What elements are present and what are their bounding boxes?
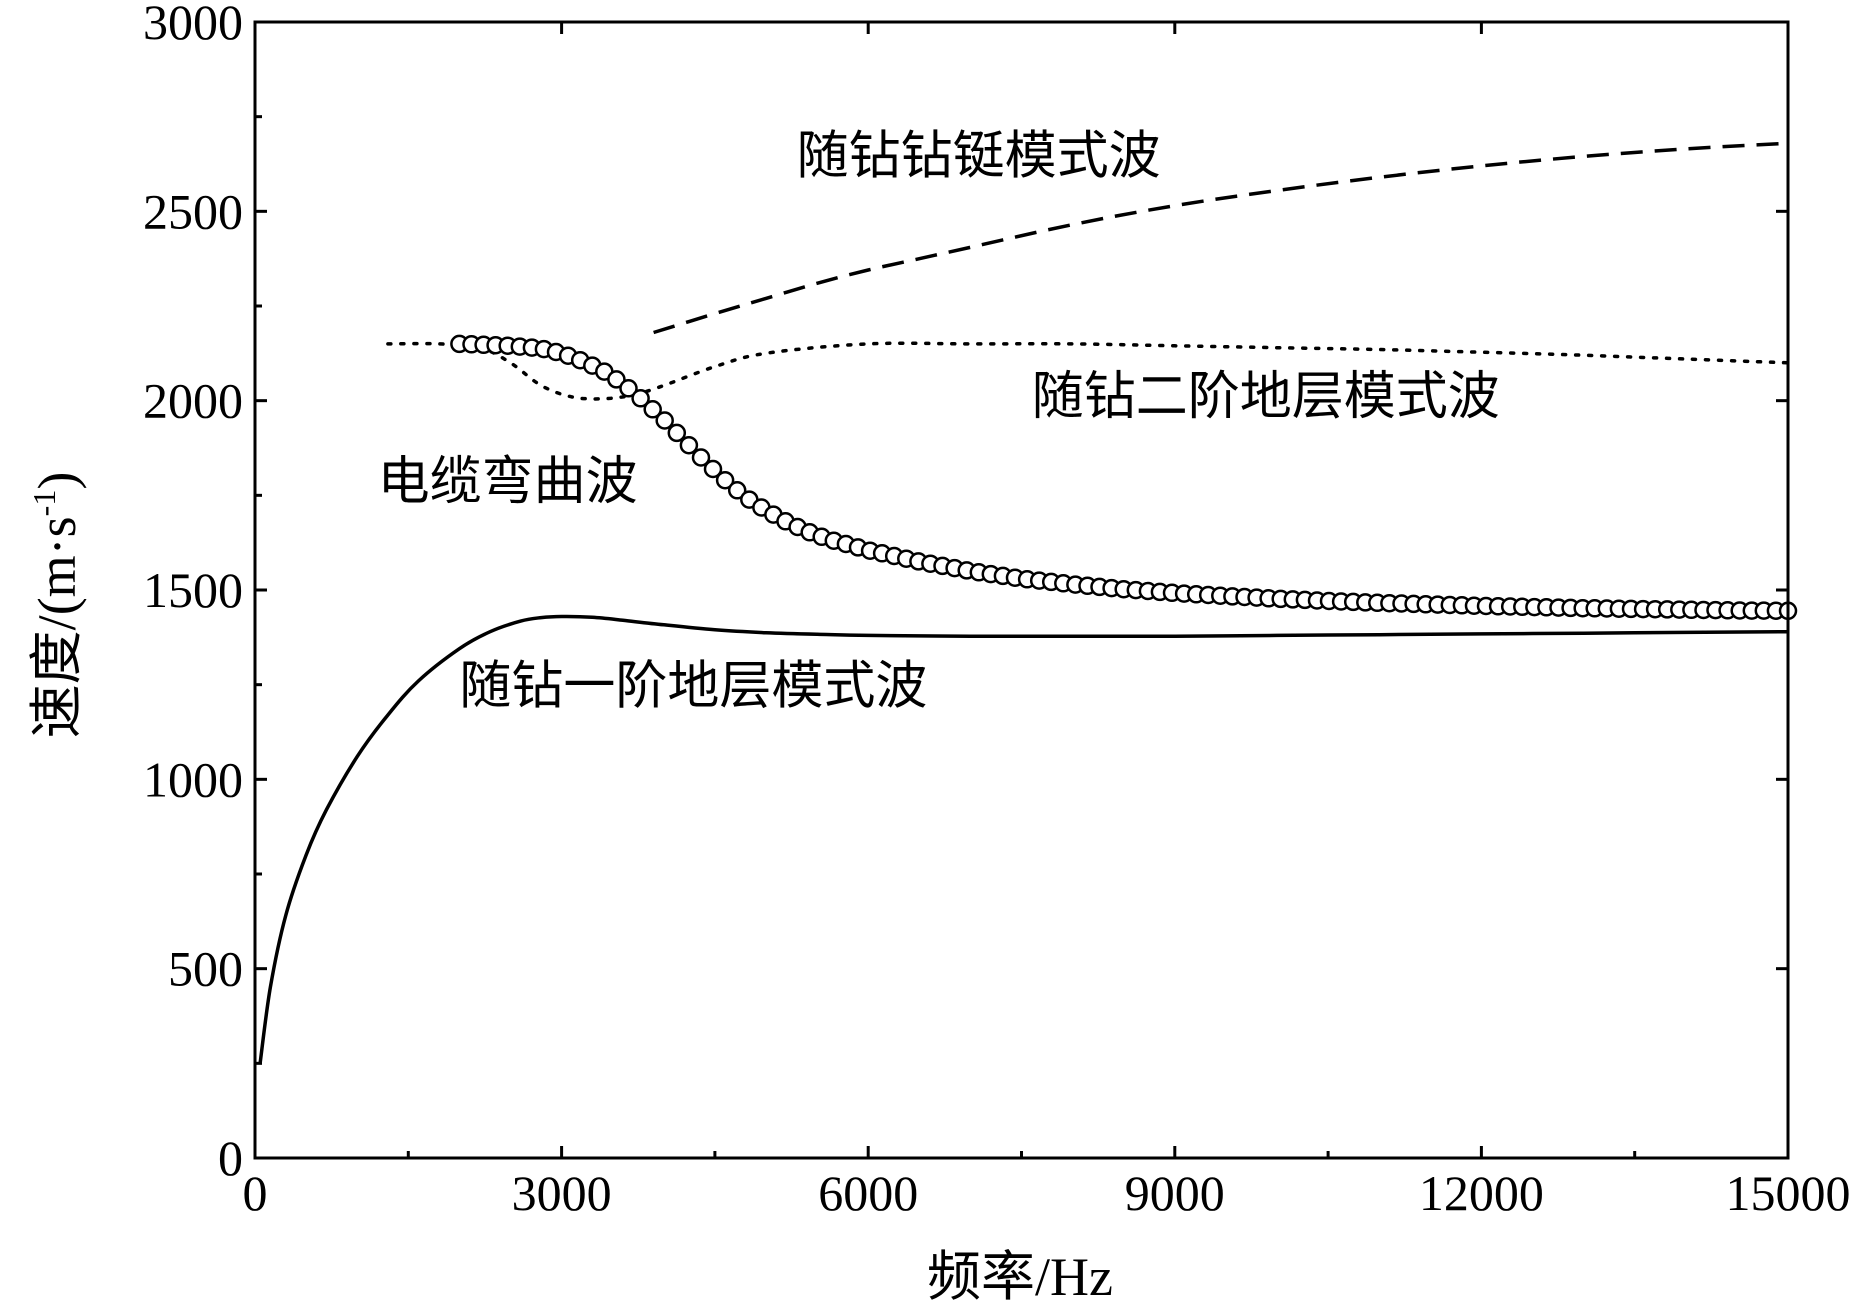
x-tick-label: 3000 [512,1165,612,1221]
y-tick-label: 0 [218,1130,243,1186]
x-tick-label: 6000 [818,1165,918,1221]
marker-point [643,400,662,419]
y-tick-label: 2000 [143,373,243,429]
y-axis-title-main: 速度/(m·s [27,516,87,738]
marker-point [631,389,650,408]
series-4 [450,334,1798,621]
y-tick-label: 2500 [143,183,243,239]
marker-point [691,448,711,467]
series-2 [386,341,1790,401]
plot-frame [253,20,1790,1160]
y-axis-title-superscript: -1 [26,490,62,517]
y-tick-label: 1500 [143,562,243,618]
series-annotation: 随钻二阶地层模式波 [1032,367,1500,427]
series-layer [258,141,1798,1064]
marker-point [655,411,674,430]
series-annotation: 随钻钻铤模式波 [797,126,1161,186]
axes-layer: 0 3000 6000 9000 12000 15000 0 500 1000 1500 2000 2… [143,0,1851,1221]
y-tick-label: 3000 [143,0,243,50]
y-tick-label: 500 [168,941,243,997]
x-tick-label: 15000 [1726,1165,1851,1221]
x-tick-label: 9000 [1125,1165,1225,1221]
series-line [653,141,1789,335]
marker-point [703,459,723,479]
marker-point [607,370,626,389]
series-3 [653,141,1789,335]
x-tick-label: 12000 [1419,1165,1544,1221]
marker-point [667,423,687,443]
y-axis-title: 速度/(m·s-1) [26,472,87,739]
x-tick-label: 0 [243,1165,268,1221]
y-tick-label: 1000 [143,751,243,807]
x-axis-title: 频率/Hz [927,1247,1113,1307]
series-annotation: 电缆弯曲波 [378,452,638,512]
marker-point [727,481,747,500]
y-axis-title-close: ) [27,472,87,490]
series-annotation: 随钻一阶地层模式波 [459,657,927,717]
marker-point [679,435,699,455]
series-line [258,614,1789,1064]
marker-point [619,379,638,398]
series-line [386,341,1790,401]
marker-point [715,470,735,490]
series-1 [258,614,1789,1064]
